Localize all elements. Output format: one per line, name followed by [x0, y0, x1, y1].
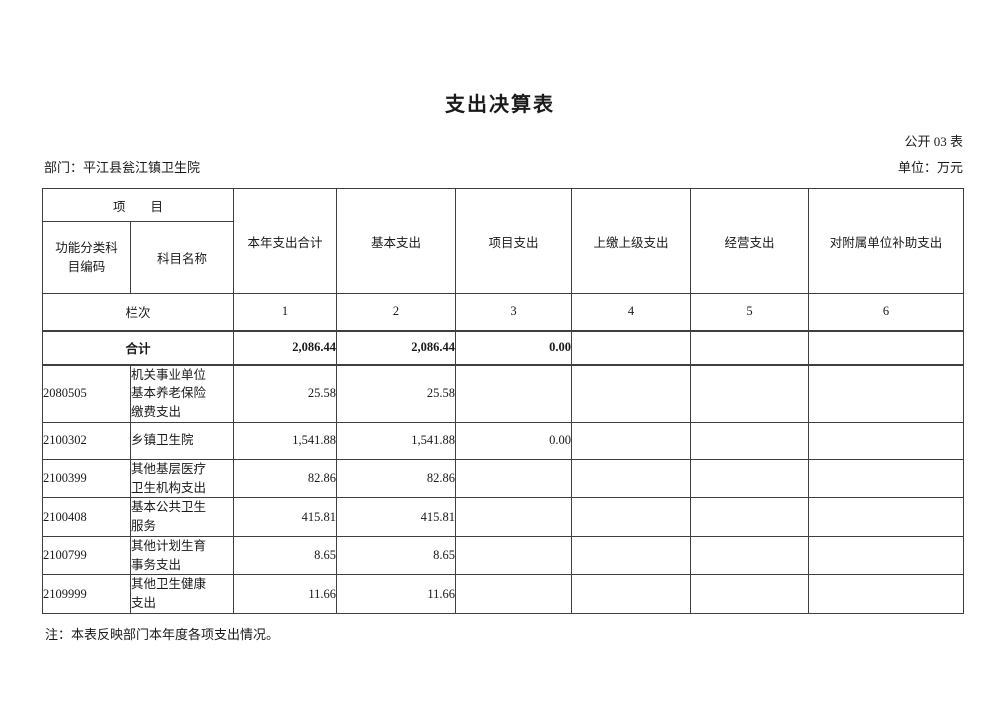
header-row-subheaders: 功能分类科 目编码 科目名称 [42, 221, 964, 294]
cell-value: 11.66 [336, 574, 457, 614]
cell-value: 82.86 [336, 458, 457, 499]
header-upturned-expenditure: 上缴上级支出 [571, 188, 692, 294]
form-number-label: 公开 03 表 [904, 134, 963, 149]
table-row: 2100399 其他基层医疗 卫生机构支出 82.86 82.86 [42, 458, 965, 499]
cell-value [571, 364, 692, 423]
total-label: 合计 [41, 330, 235, 366]
cell-value: 82.86 [233, 458, 338, 499]
column-index-4: 4 [571, 293, 692, 332]
cell-value [571, 421, 692, 460]
table-row: 2080505 机关事业单位 基本养老保险 缴费支出 25.58 25.58 [42, 364, 965, 423]
department-label: 部门：平江县瓮江镇卫生院 [44, 160, 201, 175]
cell-value [455, 497, 573, 537]
subject-code: 2100399 [42, 458, 131, 499]
cell-value: 8.65 [336, 535, 457, 576]
table-row: 2100302 乡镇卫生院 1,541.88 1,541.88 0.00 [42, 421, 965, 460]
total-value: 2,086.44 [336, 330, 457, 366]
subject-code: 2100408 [42, 497, 131, 537]
cell-value [808, 458, 965, 499]
column-index-6: 6 [808, 293, 965, 332]
subject-name: 其他卫生健康 支出 [129, 574, 235, 614]
cell-value [808, 535, 965, 576]
subject-code: 2109999 [42, 574, 131, 614]
column-index-row: 栏次 1 2 3 4 5 6 [41, 293, 965, 332]
column-index-1: 1 [233, 293, 338, 332]
header-subject-name: 科目名称 [129, 221, 235, 294]
subject-name: 其他基层医疗 卫生机构支出 [129, 458, 235, 499]
header-project-group: 项 目 [41, 188, 235, 222]
cell-value [690, 535, 810, 576]
cell-value: 1,541.88 [336, 421, 457, 460]
header-basic-expenditure: 基本支出 [336, 188, 457, 294]
header-operating-expenditure: 经营支出 [690, 188, 810, 294]
expenditure-table: 项 目 本年支出合计 基本支出 项目支出 上缴上级支出 经营支出 对附属单位补助… [41, 188, 965, 614]
page-title: 支出决算表 [445, 94, 555, 116]
total-row: 合计 2,086.44 2,086.44 0.00 [41, 330, 965, 366]
cell-value [690, 574, 810, 614]
cell-value [455, 574, 573, 614]
cell-value: 11.66 [233, 574, 338, 614]
total-value [808, 330, 965, 366]
table-row: 2109999 其他卫生健康 支出 11.66 11.66 [42, 574, 965, 614]
cell-value [571, 574, 692, 614]
cell-value [690, 364, 810, 423]
cell-value [690, 458, 810, 499]
column-index-label: 栏次 [41, 293, 235, 332]
cell-value [808, 364, 965, 423]
cell-value: 415.81 [233, 497, 338, 537]
cell-value [455, 364, 573, 423]
cell-value: 0.00 [455, 421, 573, 460]
subject-code: 2080505 [42, 364, 131, 423]
header-subsidy-expenditure: 对附属单位补助支出 [808, 188, 965, 294]
unit-label: 单位：万元 [897, 160, 963, 175]
cell-value [455, 458, 573, 499]
cell-value [808, 574, 965, 614]
cell-value [571, 535, 692, 576]
column-index-3: 3 [455, 293, 573, 332]
total-value [690, 330, 810, 366]
header-row-project: 项 目 本年支出合计 基本支出 项目支出 上缴上级支出 经营支出 对附属单位补助… [41, 188, 965, 294]
cell-value [571, 458, 692, 499]
cell-value [690, 421, 810, 460]
cell-value: 8.65 [233, 535, 338, 576]
cell-value: 415.81 [336, 497, 457, 537]
cell-value [571, 497, 692, 537]
cell-value [808, 421, 965, 460]
subject-name: 基本公共卫生 服务 [129, 497, 235, 537]
table-row: 2100799 其他计划生育 事务支出 8.65 8.65 [42, 535, 965, 576]
header-project-expenditure: 项目支出 [455, 188, 573, 294]
cell-value: 1,541.88 [233, 421, 338, 460]
footnote: 注：本表反映部门本年度各项支出情况。 [45, 627, 280, 642]
cell-value [690, 497, 810, 537]
table-row: 2100408 基本公共卫生 服务 415.81 415.81 [42, 497, 965, 537]
subject-name: 其他计划生育 事务支出 [129, 535, 235, 576]
total-value: 0.00 [455, 330, 573, 366]
total-value: 2,086.44 [233, 330, 338, 366]
column-index-2: 2 [336, 293, 457, 332]
header-function-code: 功能分类科 目编码 [42, 221, 131, 294]
cell-value [455, 535, 573, 576]
subject-name: 乡镇卫生院 [129, 421, 235, 460]
subject-code: 2100302 [42, 421, 131, 460]
cell-value: 25.58 [336, 364, 457, 423]
subject-code: 2100799 [42, 535, 131, 576]
cell-value: 25.58 [233, 364, 338, 423]
cell-value [808, 497, 965, 537]
header-total-expenditure: 本年支出合计 [233, 188, 338, 294]
column-index-5: 5 [690, 293, 810, 332]
subject-name: 机关事业单位 基本养老保险 缴费支出 [129, 364, 235, 423]
total-value [571, 330, 692, 366]
